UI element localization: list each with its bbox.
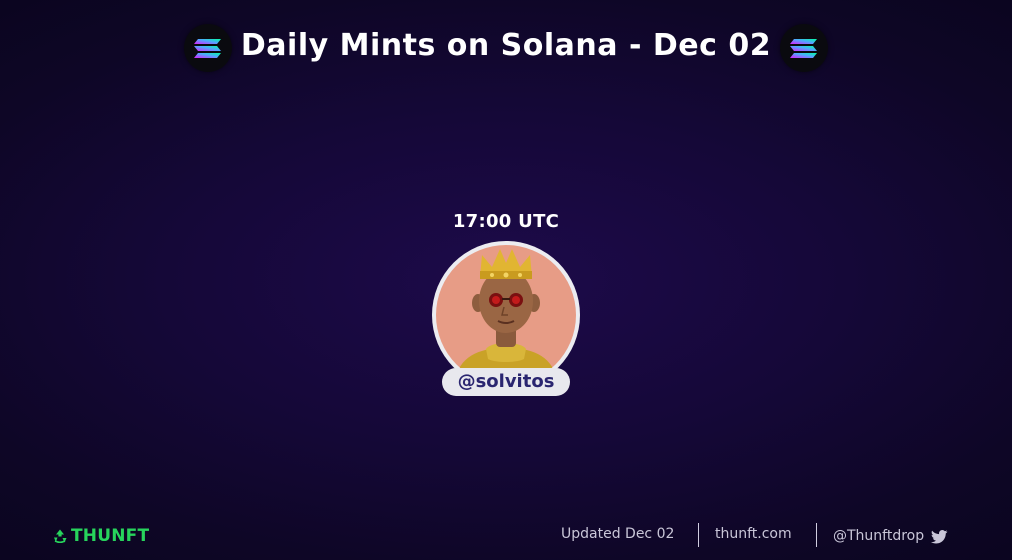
recycle-icon	[52, 528, 68, 548]
creator-handle[interactable]: @solvitos	[442, 368, 570, 396]
header: Daily Mints on Solana - Dec 02	[0, 22, 1012, 74]
solana-icon	[184, 24, 232, 72]
twitter-icon[interactable]	[930, 529, 948, 548]
project-avatar[interactable]	[432, 241, 580, 389]
solana-icon	[780, 24, 828, 72]
mint-time: 17:00 UTC	[452, 211, 560, 232]
crowned-character-avatar	[436, 245, 576, 385]
footer-divider	[816, 523, 817, 547]
updated-date: Updated Dec 02	[561, 526, 675, 542]
brand-name: THUNFT	[71, 526, 150, 546]
site-link[interactable]: thunft.com	[715, 526, 792, 542]
footer-divider	[698, 523, 699, 547]
twitter-handle-link[interactable]: @Thunftdrop	[833, 528, 925, 544]
page-title: Daily Mints on Solana - Dec 02	[240, 28, 772, 63]
